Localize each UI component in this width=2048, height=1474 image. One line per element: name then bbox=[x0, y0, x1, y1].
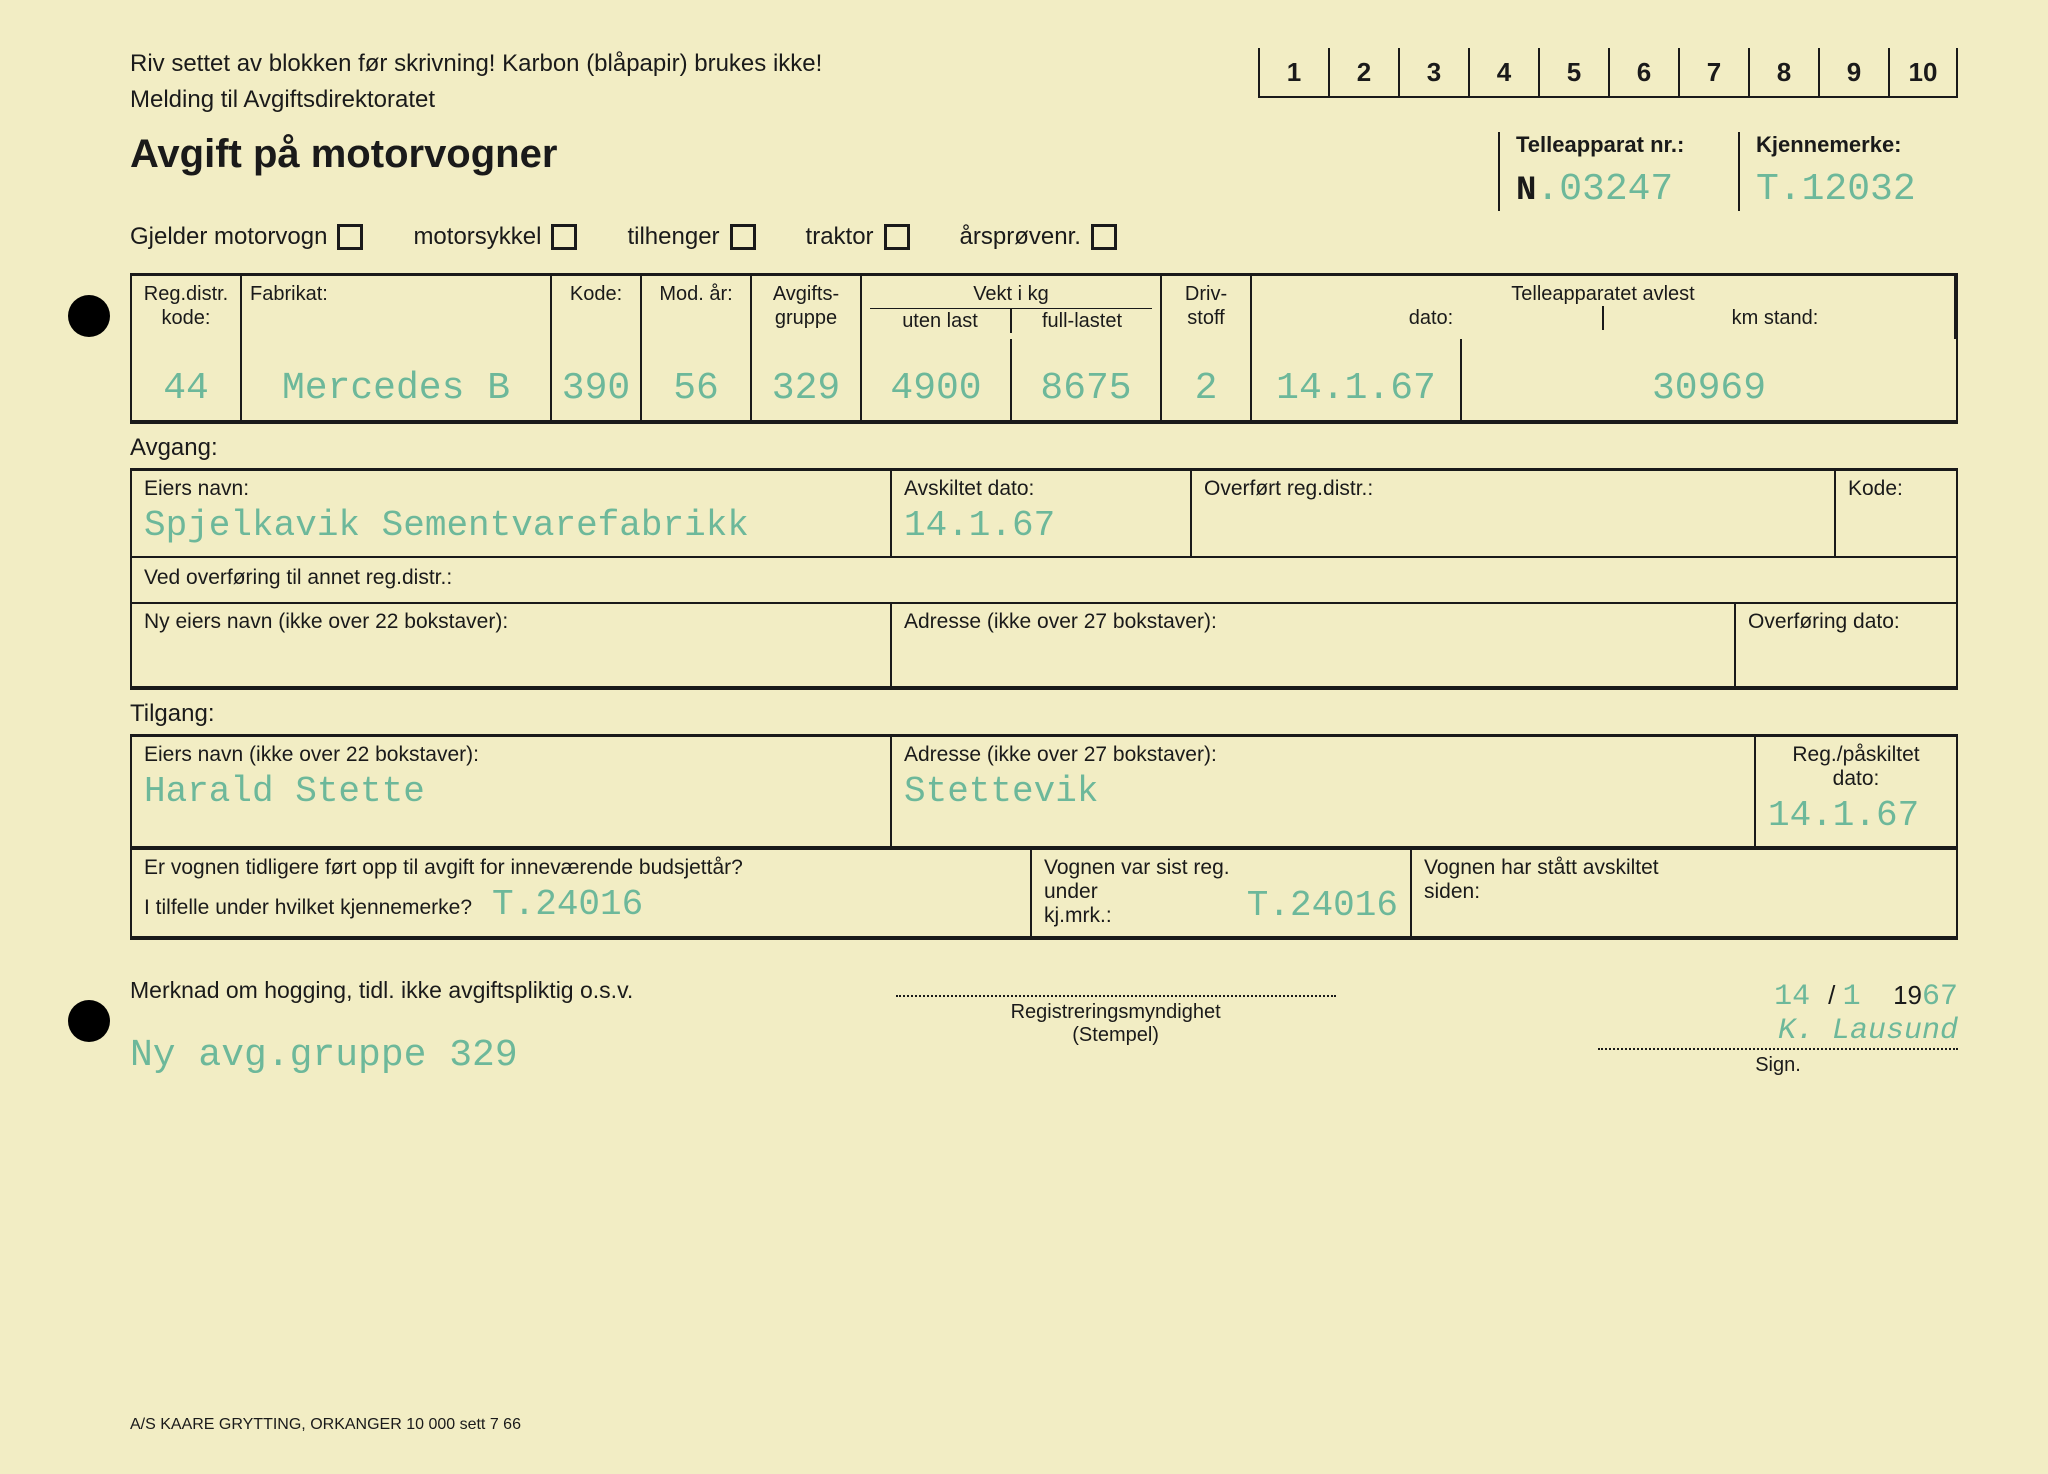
telleapparat-label: Telleapparat nr.: bbox=[1516, 132, 1718, 158]
cb-arsprovenr: årsprøvenr. bbox=[960, 223, 1081, 251]
merknad-label: Merknad om hogging, tidl. ikke avgiftspl… bbox=[130, 977, 633, 1004]
v-kmstand: 30969 bbox=[1462, 339, 1956, 420]
vehicle-type-row: Gjelder motorvogn motorsykkel tilhenger … bbox=[130, 223, 1958, 251]
v-regdistr: 44 bbox=[132, 339, 242, 420]
checkbox-icon bbox=[884, 224, 910, 250]
h-fulllastet: full-lastet bbox=[1010, 309, 1152, 333]
checkbox-icon bbox=[1091, 224, 1117, 250]
v-tilgang-adresse: Stettevik bbox=[904, 771, 1742, 818]
h-fabrikat: Fabrikat: bbox=[242, 276, 552, 339]
date-year-prefix: 19 bbox=[1893, 980, 1922, 1010]
h-regdistr: Reg.distr. kode: bbox=[132, 276, 242, 339]
h-vekt: Vekt i kg bbox=[870, 282, 1152, 309]
l-nyeier: Ny eiers navn (ikke over 22 bokstaver): bbox=[144, 610, 878, 634]
l-eiersnavn: Eiers navn: bbox=[144, 477, 878, 501]
l-tilgang-eier: Eiers navn (ikke over 22 bokstaver): bbox=[144, 743, 878, 767]
punch-hole-icon bbox=[68, 295, 110, 337]
l-avskiltet: Avskiltet dato: bbox=[904, 477, 1178, 501]
vehicle-data-grid: Reg.distr. kode: Fabrikat: Kode: Mod. år… bbox=[132, 273, 1956, 424]
footer: Merknad om hogging, tidl. ikke avgiftspl… bbox=[130, 960, 1958, 1077]
l-tilgang-regdato: Reg./påskiltet dato: bbox=[1768, 743, 1944, 791]
h-avgifts: Avgifts- gruppe bbox=[752, 276, 862, 339]
kjennemerke-value: T.12032 bbox=[1756, 168, 1958, 211]
checkbox-icon bbox=[730, 224, 756, 250]
h-telle: Telleapparatet avlest bbox=[1260, 282, 1946, 306]
kjennemerke-label: Kjennemerke: bbox=[1756, 132, 1958, 158]
strip-cell: 4 bbox=[1468, 48, 1538, 98]
v-utenlast: 4900 bbox=[862, 339, 1012, 420]
telleapparat-value: .03247 bbox=[1536, 168, 1673, 211]
v-kode: 390 bbox=[552, 339, 642, 420]
page-title: Avgift på motorvogner bbox=[130, 132, 1498, 177]
v-fabrikat: Mercedes B bbox=[242, 339, 552, 420]
strip-cell: 7 bbox=[1678, 48, 1748, 98]
strip-cell: 1 bbox=[1258, 48, 1328, 98]
cb-motorsykkel: motorsykkel bbox=[413, 223, 541, 251]
number-strip: 1 2 3 4 5 6 7 8 9 10 bbox=[1258, 48, 1958, 98]
l-overfort: Overført reg.distr.: bbox=[1204, 477, 1822, 501]
l-q2: I tilfelle under hvilket kjennemerke? bbox=[144, 896, 472, 920]
v-fulllastet: 8675 bbox=[1012, 339, 1162, 420]
strip-cell: 8 bbox=[1748, 48, 1818, 98]
v-drivstoff: 2 bbox=[1162, 339, 1252, 420]
h-drivstoff: Driv- stoff bbox=[1162, 276, 1252, 339]
date-day: 14 bbox=[1774, 980, 1810, 1014]
checkbox-icon bbox=[337, 224, 363, 250]
telleapparat-box: Telleapparat nr.: N.03247 bbox=[1498, 132, 1718, 211]
avgang-row1: Eiers navn: Spjelkavik Sementvarefabrikk… bbox=[130, 471, 1958, 558]
printer-note: A/S KAARE GRYTTING, ORKANGER 10 000 sett… bbox=[130, 1416, 521, 1434]
h-kode: Kode: bbox=[552, 276, 642, 339]
strip-cell: 3 bbox=[1398, 48, 1468, 98]
l-kode2: Kode: bbox=[1848, 477, 1944, 501]
h-dato: dato: bbox=[1260, 306, 1602, 330]
v-tilgang-regdato: 14.1.67 bbox=[1768, 795, 1944, 842]
tilgang-heading: Tilgang: bbox=[130, 690, 1958, 737]
l-q1: Er vognen tidligere ført opp til avgift … bbox=[144, 856, 1018, 880]
strip-cell: 9 bbox=[1818, 48, 1888, 98]
cb-lead: Gjelder motorvogn bbox=[130, 223, 327, 251]
cb-tilhenger: tilhenger bbox=[627, 223, 719, 251]
v-avgifts: 329 bbox=[752, 339, 862, 420]
l-vedoverforing: Ved overføring til annet reg.distr.: bbox=[144, 566, 1944, 590]
signature: K. Lausund bbox=[1598, 1014, 1958, 1048]
date-year: 67 bbox=[1922, 980, 1958, 1014]
telleapparat-n: N bbox=[1516, 172, 1536, 210]
sign-label: Sign. bbox=[1598, 1054, 1958, 1077]
checkbox-icon bbox=[551, 224, 577, 250]
strip-cell: 5 bbox=[1538, 48, 1608, 98]
v-dato: 14.1.67 bbox=[1252, 339, 1462, 420]
merknad-value: Ny avg.gruppe 329 bbox=[130, 1034, 633, 1077]
l-q3: Vognen var sist reg. under kj.mrk.: bbox=[1044, 856, 1237, 928]
v-q3: T.24016 bbox=[1247, 885, 1398, 932]
date-month: 1 bbox=[1843, 980, 1861, 1014]
avgang-heading: Avgang: bbox=[130, 424, 1958, 471]
punch-hole-icon bbox=[68, 1000, 110, 1042]
strip-cell: 2 bbox=[1328, 48, 1398, 98]
strip-cell: 6 bbox=[1608, 48, 1678, 98]
v-avskiltet: 14.1.67 bbox=[904, 505, 1178, 552]
l-q4: Vognen har stått avskiltet siden: bbox=[1424, 856, 1944, 904]
kjennemerke-box: Kjennemerke: T.12032 bbox=[1738, 132, 1958, 211]
v-modar: 56 bbox=[642, 339, 752, 420]
strip-cell: 10 bbox=[1888, 48, 1958, 98]
v-q2: T.24016 bbox=[492, 884, 643, 931]
cb-traktor: traktor bbox=[806, 223, 874, 251]
h-kmstand: km stand: bbox=[1602, 306, 1946, 330]
l-overforingdato: Overføring dato: bbox=[1748, 610, 1944, 634]
h-modar: Mod. år: bbox=[642, 276, 752, 339]
bottom-row: Er vognen tidligere ført opp til avgift … bbox=[130, 850, 1958, 940]
regmynd-label: Registreringsmyndighet bbox=[896, 1001, 1336, 1024]
h-utenlast: uten last bbox=[870, 309, 1010, 333]
l-adresse1: Adresse (ikke over 27 bokstaver): bbox=[904, 610, 1722, 634]
avgang-row2: Ny eiers navn (ikke over 22 bokstaver): … bbox=[130, 604, 1958, 690]
l-tilgang-adresse: Adresse (ikke over 27 bokstaver): bbox=[904, 743, 1742, 767]
v-eiersnavn: Spjelkavik Sementvarefabrikk bbox=[144, 505, 878, 552]
v-tilgang-eier: Harald Stette bbox=[144, 771, 878, 818]
tilgang-row1: Eiers navn (ikke over 22 bokstaver): Har… bbox=[130, 737, 1958, 850]
stempel-label: (Stempel) bbox=[896, 1024, 1336, 1047]
form-page: 1 2 3 4 5 6 7 8 9 10 Riv settet av blokk… bbox=[0, 0, 2048, 1474]
